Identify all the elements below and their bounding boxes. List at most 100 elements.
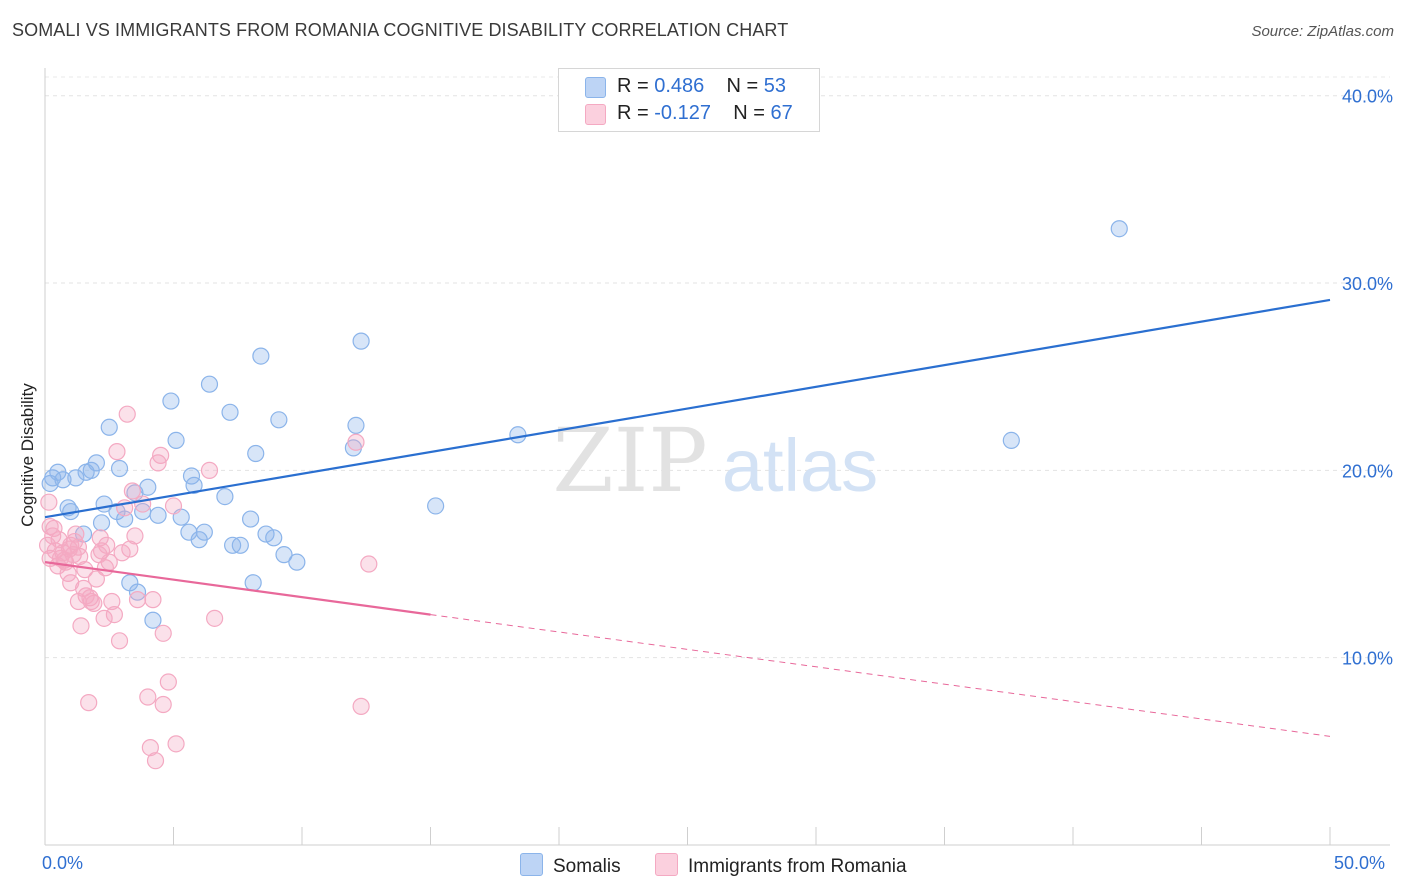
bottom-legend-label-romania: Immigrants from Romania xyxy=(688,856,907,877)
romania-trend-line xyxy=(44,561,431,616)
legend-n-label: N = xyxy=(726,75,759,97)
somalis-point xyxy=(427,497,445,515)
romania-point xyxy=(105,605,123,624)
somalis-point xyxy=(265,529,283,547)
romania-point xyxy=(126,527,144,545)
romania-point xyxy=(45,519,63,538)
x-tick-max: 50.0% xyxy=(1334,853,1386,873)
somalis-point xyxy=(92,514,111,532)
romania-point xyxy=(154,624,172,642)
somalis-point xyxy=(252,347,270,365)
somalis-point xyxy=(221,403,239,421)
y-axis-label: Cognitive Disability xyxy=(18,383,37,527)
somalis-point xyxy=(149,506,167,524)
somalis-point xyxy=(244,574,262,592)
romania-point xyxy=(40,493,58,511)
romania-point xyxy=(118,405,136,423)
romania-point xyxy=(360,555,378,573)
somalis-point xyxy=(347,416,365,435)
somalis-point xyxy=(352,332,370,350)
stats-legend: R = 0.486 N = 53 R = -0.127 N = 67 xyxy=(558,68,820,132)
legend-swatch-romania xyxy=(585,104,606,125)
chart-title: SOMALI VS IMMIGRANTS FROM ROMANIA COGNIT… xyxy=(12,20,789,40)
romania-point xyxy=(139,688,157,706)
somalis-trend-line xyxy=(44,298,1331,519)
somalis-point xyxy=(87,454,106,472)
somalis-point xyxy=(270,411,288,429)
legend-n-label: N = xyxy=(733,102,765,124)
legend-r-label: R = xyxy=(617,75,649,97)
trend-lines xyxy=(44,298,1331,737)
axes xyxy=(44,68,1390,846)
legend-swatch-somalis xyxy=(585,77,606,98)
somalis-point xyxy=(167,431,185,449)
y-tick-label: 10.0% xyxy=(1342,649,1393,669)
somalis-point xyxy=(1110,220,1128,238)
grid-lines xyxy=(45,76,1390,659)
somalis-point xyxy=(67,469,85,487)
tick-labels: 10.0% 20.0% 30.0% 40.0% xyxy=(1342,87,1393,669)
y-tick-label: 20.0% xyxy=(1342,461,1393,481)
romania-point xyxy=(91,529,109,547)
romania-point xyxy=(87,570,106,588)
somalis-point xyxy=(509,426,527,444)
romania-point xyxy=(152,446,170,464)
romania-point xyxy=(95,609,113,627)
somalis-point xyxy=(275,546,293,564)
legend-n-value-somalis: 53 xyxy=(763,75,787,97)
romania-point xyxy=(154,695,172,714)
y-tick-label: 40.0% xyxy=(1342,87,1393,107)
somalis-point xyxy=(1002,431,1020,449)
romania-point xyxy=(206,609,224,627)
legend-r-value-romania: -0.127 xyxy=(654,102,711,124)
legend-n-value-romania: 67 xyxy=(770,102,793,124)
somalis-point xyxy=(162,392,180,410)
romania-point xyxy=(159,673,177,691)
somalis-point xyxy=(110,459,129,478)
romania-point xyxy=(128,591,147,609)
source-label: Source: ZipAtlas.com xyxy=(1251,23,1394,40)
somalis-point xyxy=(195,523,213,541)
watermark-zip: ZIP xyxy=(552,409,707,512)
romania-point xyxy=(146,752,165,770)
romania-point xyxy=(65,532,84,551)
y-tick-label: 30.0% xyxy=(1342,274,1393,294)
bottom-legend-label-somalis: Somalis xyxy=(553,856,621,877)
watermark-atlas: atlas xyxy=(722,424,878,507)
somalis-point xyxy=(247,444,265,463)
somalis-point xyxy=(200,375,219,393)
romania-point xyxy=(80,694,98,712)
romania-point xyxy=(141,738,159,757)
romania-point xyxy=(347,433,365,451)
romania-point xyxy=(110,632,129,650)
somalis-point xyxy=(54,471,72,489)
romania-point xyxy=(121,540,139,558)
somalis-point xyxy=(144,611,162,629)
somalis-point xyxy=(242,510,260,528)
romania-point xyxy=(352,697,370,715)
legend-r-label: R = xyxy=(617,102,649,124)
somalis-point xyxy=(288,553,306,571)
bottom-legend-swatch-romania xyxy=(655,853,678,876)
bottom-legend-somalis: Somalis xyxy=(520,853,621,878)
somalis-point xyxy=(100,418,118,436)
romania-point xyxy=(144,591,162,609)
bottom-legend-romania: Immigrants from Romania xyxy=(655,853,907,878)
somalis-point xyxy=(139,478,157,496)
romania-point xyxy=(123,482,141,500)
romania-point xyxy=(72,617,90,635)
somalis-point xyxy=(216,487,234,506)
x-tick-min: 0.0% xyxy=(42,853,84,873)
romania-point xyxy=(164,497,183,515)
romania-point xyxy=(76,561,94,579)
romania-point xyxy=(81,589,99,607)
romania-point xyxy=(134,495,152,513)
romania-point xyxy=(96,559,114,577)
legend-r-value-somalis: 0.486 xyxy=(654,75,705,97)
romania-trend-extension xyxy=(430,614,1331,737)
romania-point xyxy=(103,592,121,611)
romania-point xyxy=(71,547,89,566)
romania-point xyxy=(167,735,185,753)
romania-point xyxy=(200,461,219,479)
